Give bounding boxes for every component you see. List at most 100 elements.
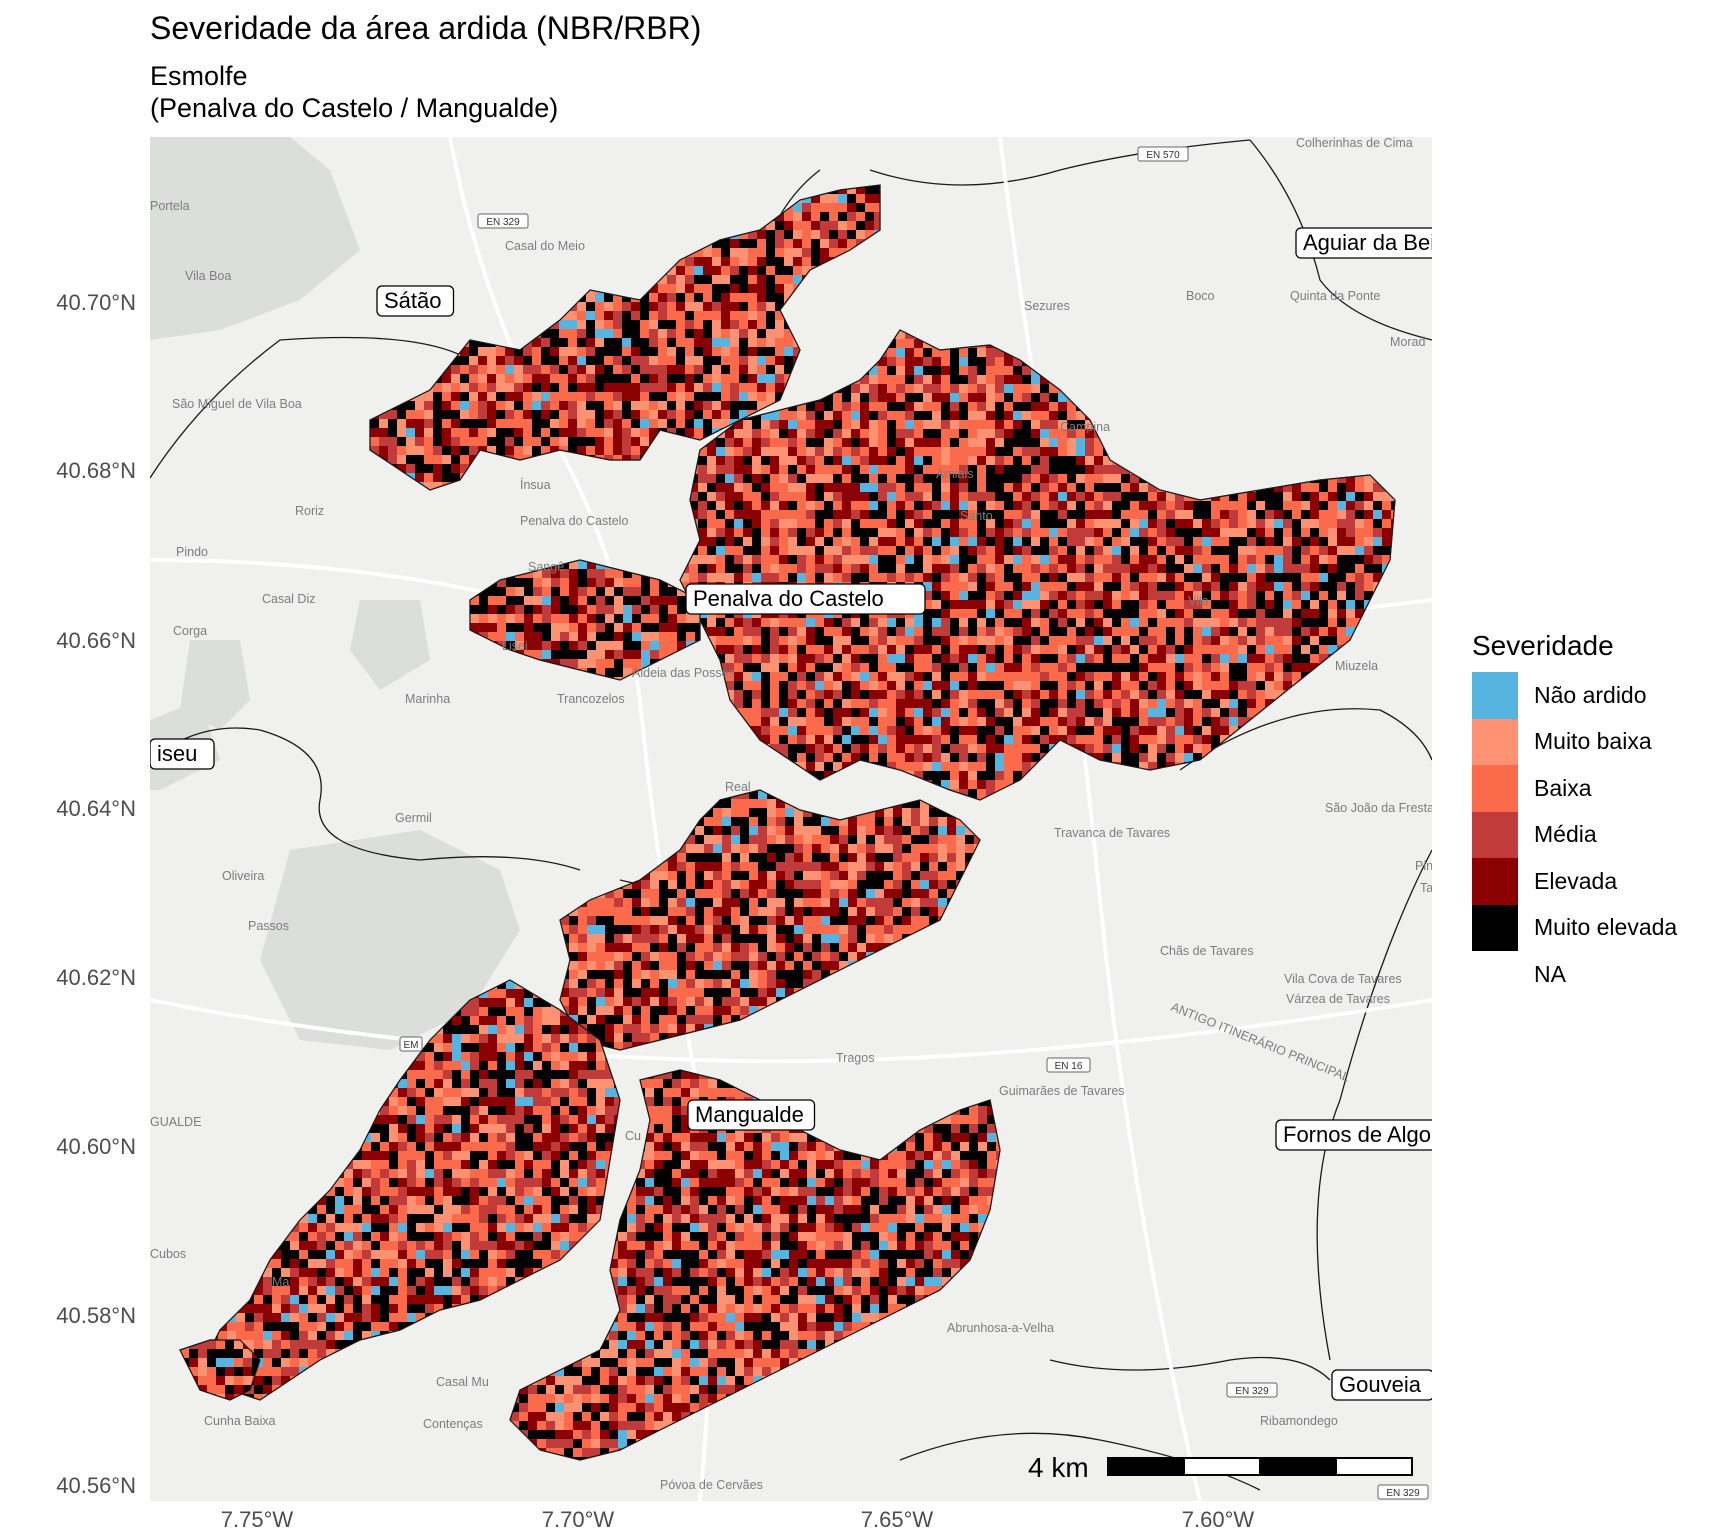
legend-label: Muito elevada: [1534, 914, 1678, 941]
legend-item: NA: [1472, 951, 1677, 998]
y-tick-label: 40.70°N: [56, 290, 136, 315]
basemap-label: Aldeia das Posses: [632, 666, 735, 680]
map-subtitle: Esmolfe (Penalva do Castelo / Mangualde): [150, 60, 558, 124]
y-tick-label: 40.56°N: [56, 1473, 136, 1498]
x-tick-label: 7.60°W: [1182, 1507, 1255, 1532]
legend-item: Elevada: [1472, 858, 1677, 905]
legend-title: Severidade: [1472, 630, 1614, 661]
legend-label: NA: [1534, 960, 1566, 987]
basemap-label: Ma: [272, 1275, 289, 1289]
basemap-label: Vila Boa: [185, 269, 231, 283]
place-label: Mangualde: [687, 1099, 816, 1131]
place-label: Penalva do Castelo: [685, 583, 926, 615]
basemap-label: Travanca de Tavares: [1054, 826, 1170, 840]
basemap-label: Oliveira: [222, 869, 264, 883]
x-axis-ticks: 7.75°W 7.70°W 7.65°W 7.60°W: [221, 1507, 1255, 1532]
legend-item: Muito elevada: [1472, 904, 1678, 951]
place-label: Aguiar da Bei: [1295, 227, 1432, 259]
basemap-label: Real: [725, 780, 751, 794]
basemap-label: Pinhei: [1415, 859, 1450, 873]
basemap-label: Passos: [248, 919, 289, 933]
basemap-label: Cubos: [150, 1247, 186, 1261]
y-tick-label: 40.62°N: [56, 965, 136, 990]
basemap-label: Sangê: [528, 560, 564, 574]
legend-swatch: [1472, 811, 1518, 858]
place-label: iseu: [150, 738, 215, 770]
basemap-label: Chãs de Tavares: [1160, 944, 1254, 958]
road-shield: EN 16: [1046, 1057, 1091, 1073]
legend-item: Média: [1472, 811, 1677, 858]
y-tick-label: 40.60°N: [56, 1134, 136, 1159]
x-tick-label: 7.70°W: [542, 1507, 615, 1532]
basemap-label: Ínsua: [520, 477, 551, 492]
legend-label: Elevada: [1534, 867, 1618, 894]
legend-label: Não ardido: [1534, 681, 1647, 708]
basemap-label: Germil: [395, 811, 432, 825]
y-tick-label: 40.58°N: [56, 1303, 136, 1328]
road-shield: EM: [399, 1036, 423, 1052]
x-tick-label: 7.65°W: [861, 1507, 934, 1532]
basemap-label: Santo: [960, 509, 993, 523]
basemap-label: Pindo: [176, 545, 208, 559]
basemap-label: Casal Mu: [436, 1375, 489, 1389]
subtitle-line-1: Esmolfe: [150, 61, 248, 91]
x-tick-label: 7.75°W: [221, 1507, 294, 1532]
basemap-label: Tav: [1420, 881, 1440, 895]
legend-item: Não ardido: [1472, 672, 1677, 719]
basemap-label: Sezures: [1024, 299, 1070, 313]
map-panel[interactable]: Portela Casal do Meio Vila Boa São Miguel d…: [150, 136, 1473, 1501]
basemap-label: Contenças: [423, 1417, 483, 1431]
scale-bar-label: 4 km: [1028, 1452, 1089, 1483]
legend-items: Não ardido Muito baixa Baixa Média Elevada Mu…: [1472, 672, 1677, 998]
basemap-label: Boco: [1186, 289, 1215, 303]
basemap-label: Guimarães de Tavares: [999, 1084, 1125, 1098]
road-shield: EN 329: [1226, 1382, 1278, 1398]
basemap-label: Póvoa de Cervães: [660, 1478, 763, 1492]
legend-swatch: [1472, 951, 1518, 998]
basemap-label: São João da Fresta: [1325, 801, 1434, 815]
road-shields: EN 570 EN 329 EN 16 EM EN 329 EN 329: [399, 146, 1429, 1500]
place-labels: Sátão Aguiar da Bei Penalva do Castelo iseu…: [150, 227, 1432, 1401]
y-tick-label: 40.68°N: [56, 458, 136, 483]
legend: Severidade Não ardido Muito baixa Baixa Méd…: [1472, 630, 1677, 998]
y-tick-label: 40.64°N: [56, 796, 136, 821]
basemap-label: Cu: [625, 1129, 641, 1143]
basemap-label: Colherinhas de Cima: [1296, 136, 1413, 150]
road-shield: EN 329: [1377, 1484, 1429, 1500]
scale-bar: 4 km: [1028, 1452, 1413, 1483]
road-shield: EN 329: [477, 213, 529, 229]
map-title: Severidade da área ardida (NBR/RBR): [150, 10, 702, 46]
legend-swatch: [1472, 672, 1518, 719]
basemap-label: Vila Cova de Tavares: [1284, 972, 1402, 986]
basemap-label: GUALDE: [150, 1115, 201, 1129]
basemap-label: Miuzela: [1335, 659, 1378, 673]
legend-label: Muito baixa: [1534, 728, 1652, 755]
basemap-label: Tragos: [836, 1051, 874, 1065]
road-shield: EN 570: [1137, 146, 1189, 162]
place-label: Gouveia: [1331, 1369, 1432, 1401]
basemap-label: Vila: [1188, 594, 1209, 608]
legend-item: Baixa: [1472, 765, 1677, 812]
legend-swatch: [1472, 718, 1518, 765]
basemap-label: Marinha: [405, 692, 450, 706]
basemap-label: Campina: [1060, 420, 1110, 434]
basemap-label: Trancozelos: [557, 692, 625, 706]
legend-swatch: [1472, 765, 1518, 812]
subtitle-line-2: (Penalva do Castelo / Mangualde): [150, 93, 559, 123]
basemap-vegetation: [150, 137, 520, 1050]
basemap-label: Várzea de Tavares: [1286, 992, 1390, 1006]
basemap-label: Casal Diz: [262, 592, 316, 606]
basemap-label: Lisei: [502, 639, 528, 653]
legend-swatch: [1472, 904, 1518, 951]
basemap-label: Abrunhosa-a-Velha: [947, 1321, 1054, 1335]
legend-swatch: [1472, 858, 1518, 905]
basemap-label: Portela: [150, 199, 190, 213]
basemap-label: Cunha Baixa: [204, 1414, 276, 1428]
legend-label: Média: [1534, 821, 1597, 848]
y-tick-label: 40.66°N: [56, 628, 136, 653]
y-axis-ticks: 40.70°N 40.68°N 40.66°N 40.64°N 40.62°N 40.60…: [56, 290, 136, 1498]
basemap-label: São Miguel de Vila Boa: [172, 397, 302, 411]
basemap-label: Casal do Meio: [505, 239, 585, 253]
basemap-label: Amiais: [936, 467, 974, 481]
